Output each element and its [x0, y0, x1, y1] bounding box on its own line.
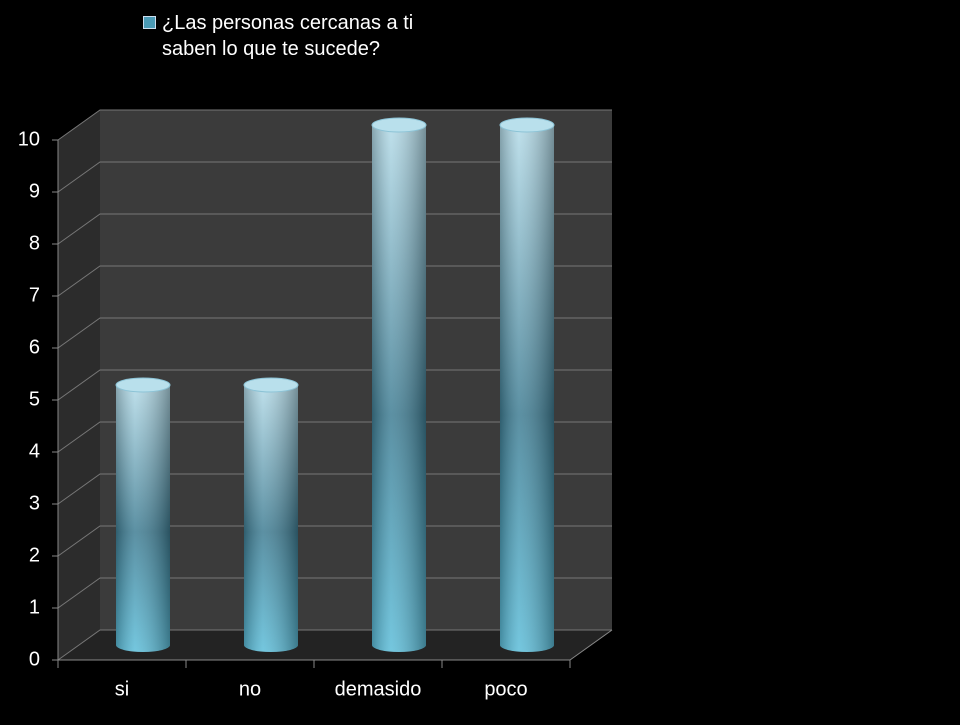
grid-line: [57, 265, 612, 297]
bar: [499, 117, 555, 652]
grid-line: [57, 161, 612, 193]
y-tick-label: 6: [29, 336, 40, 358]
bar: [115, 377, 171, 652]
y-tick-label: 2: [29, 544, 40, 566]
y-tick-label: 10: [18, 128, 40, 150]
y-tick-label: 3: [29, 492, 40, 514]
cylinder-top: [499, 117, 555, 133]
cylinder-shade: [244, 385, 298, 652]
grid-line: [57, 525, 612, 557]
grid-line: [57, 109, 612, 141]
grid-line: [57, 317, 612, 349]
grid-line: [57, 369, 612, 401]
x-tick-label: poco: [484, 678, 527, 700]
grid-line: [57, 213, 612, 245]
y-tick-label: 5: [29, 388, 40, 410]
legend-key: [143, 16, 156, 29]
cylinder-top: [243, 377, 299, 393]
cylinder-top: [371, 117, 427, 133]
cylinder-shade: [372, 125, 426, 652]
grid-line: [57, 629, 612, 661]
grid-line: [57, 577, 612, 609]
cylinder-shade: [116, 385, 170, 652]
x-tick-label: no: [239, 678, 261, 700]
cylinder-top: [115, 377, 171, 393]
floor-edge: [569, 629, 613, 661]
y-tick-label: 1: [29, 596, 40, 618]
y-tick-label: 7: [29, 284, 40, 306]
y-tick-label: 4: [29, 440, 40, 462]
y-tick-label: 0: [29, 648, 40, 670]
bar: [371, 117, 427, 652]
cylinder-shade: [500, 125, 554, 652]
x-tick-label: demasido: [335, 678, 422, 700]
bar: [243, 377, 299, 652]
grid-line: [57, 421, 612, 453]
x-tick-label: si: [115, 678, 129, 700]
legend-label: ¿Las personas cercanas a ti saben lo que…: [162, 12, 414, 60]
y-tick-label: 9: [29, 180, 40, 202]
floor: [58, 630, 612, 660]
y-tick-label: 8: [29, 232, 40, 254]
grid-line: [57, 473, 612, 505]
